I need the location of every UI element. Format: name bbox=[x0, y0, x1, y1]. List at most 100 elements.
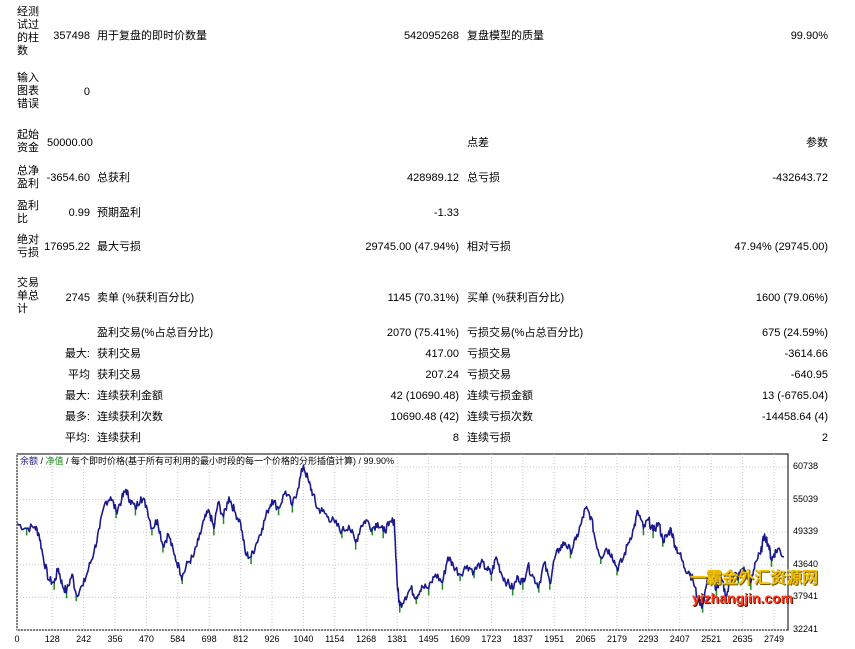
x-tick-label: 356 bbox=[107, 634, 123, 644]
stat-label-abs-drawdown: 绝对 亏损 bbox=[17, 234, 39, 259]
x-tick-label: 1609 bbox=[450, 634, 471, 644]
x-tick-label: 1040 bbox=[293, 634, 314, 644]
stat-value-avg-cons-wins: 8 bbox=[452, 432, 459, 444]
stat-value-avg-loss: -640.95 bbox=[790, 369, 828, 381]
stat-label-loss-trades: 亏损交易(%占总百分比) bbox=[467, 327, 584, 339]
stat-label-rel-drawdown: 相对亏损 bbox=[467, 241, 511, 253]
stat-label-params: 参数 bbox=[806, 137, 828, 149]
chart-title-sep: / bbox=[38, 456, 46, 466]
y-tick-label: 32241 bbox=[793, 624, 819, 634]
stat-label-deposit: 起始 资金 bbox=[17, 129, 39, 154]
x-tick-label: 2749 bbox=[763, 634, 784, 644]
balance-line bbox=[16, 464, 785, 609]
stat-value-max-cons-wins: 42 (10690.48) bbox=[390, 390, 460, 402]
stat-label-long: 买单 (%获利百分比) bbox=[467, 292, 565, 304]
y-tick-label: 55039 bbox=[793, 493, 819, 504]
stat-label-avg-cons-wins: 连续获利 bbox=[97, 432, 141, 444]
stat-label-max-cons-losses: 连续亏损金额 bbox=[467, 390, 533, 402]
stat-value-abs-drawdown: 17695.22 bbox=[44, 241, 90, 253]
stat-value-errors: 0 bbox=[83, 86, 90, 98]
y-tick-label: 43640 bbox=[793, 558, 819, 569]
stat-prefix-max: 最大: bbox=[64, 390, 90, 402]
stat-value-profit-factor: 0.99 bbox=[68, 207, 90, 219]
stat-label-maximal-cons-loss: 连续亏损次数 bbox=[467, 411, 533, 423]
watermark-logo: 一霸金外汇资源网 yizhangjin.com bbox=[686, 562, 846, 612]
x-tick-label: 128 bbox=[44, 634, 60, 644]
stat-value-avg-cons-losses: 2 bbox=[821, 432, 828, 444]
x-tick-label: 1837 bbox=[512, 634, 533, 644]
stat-label-gross-profit: 总获利 bbox=[97, 172, 130, 184]
x-tick-label: 242 bbox=[76, 634, 92, 644]
x-tick-label: 1951 bbox=[544, 634, 565, 644]
stat-value-net: -3654.60 bbox=[46, 172, 90, 184]
stat-value-quality: 99.90% bbox=[790, 30, 828, 42]
x-tick-label: 2179 bbox=[606, 634, 628, 644]
chart-title-balance: 余额 bbox=[20, 456, 39, 466]
stat-value-long: 1600 (79.06%) bbox=[755, 292, 828, 304]
stat-label-maximal-cons-profit: 连续获利次数 bbox=[97, 411, 163, 423]
stat-prefix-avg-cons: 平均: bbox=[64, 432, 90, 444]
stat-label-avg-loss: 亏损交易 bbox=[467, 369, 511, 381]
stat-value-rel-drawdown: 47.94% (29745.00) bbox=[734, 241, 828, 253]
x-tick-label: 1381 bbox=[387, 634, 408, 644]
x-tick-label: 1495 bbox=[418, 634, 439, 644]
stat-label-quality: 复盘模型的质量 bbox=[467, 30, 544, 42]
stat-label-spread: 点差 bbox=[467, 137, 489, 149]
stat-value-max-drawdown: 29745.00 (47.94%) bbox=[365, 241, 459, 253]
stat-value-maximal-cons-profit: 10690.48 (42) bbox=[390, 411, 460, 423]
stat-value-bars: 357498 bbox=[53, 30, 90, 42]
stat-value-deposit: 50000.00 bbox=[47, 137, 93, 149]
stat-value-maximal-cons-loss: -14458.64 (4) bbox=[761, 411, 828, 423]
stat-value-trades: 2745 bbox=[65, 292, 90, 304]
x-tick-label: 2065 bbox=[575, 634, 596, 644]
chart-title-equity: 净值 bbox=[45, 456, 64, 466]
x-tick-label: 926 bbox=[264, 634, 280, 644]
stat-value-largest-profit: 417.00 bbox=[425, 348, 459, 360]
stat-label-short: 卖单 (%获利百分比) bbox=[97, 292, 195, 304]
x-tick-label: 1268 bbox=[356, 634, 377, 644]
stat-value-avg-profit: 207.24 bbox=[425, 369, 459, 381]
balance-chart bbox=[16, 453, 789, 631]
stat-label-profit-factor: 盈利 比 bbox=[17, 200, 39, 225]
stat-value-profit-trades: 2070 (75.41%) bbox=[386, 327, 459, 339]
x-tick-label: 2521 bbox=[701, 634, 722, 644]
x-tick-label: 470 bbox=[138, 634, 154, 644]
stat-label-avg-cons-losses: 连续亏损 bbox=[467, 432, 511, 444]
stat-label-largest-loss: 亏损交易 bbox=[467, 348, 511, 360]
stat-prefix-maximal: 最多: bbox=[64, 411, 90, 423]
chart-title: 余额 / 净值 / 每个即时价格(基于所有可利用的最小时段的每一个价格的分形插值… bbox=[20, 456, 394, 467]
y-tick-label: 37941 bbox=[793, 591, 819, 602]
stat-prefix-largest: 最大: bbox=[64, 348, 90, 360]
x-tick-label: 584 bbox=[170, 634, 186, 644]
stat-value-gross-loss: -432643.72 bbox=[772, 172, 828, 184]
stat-label-errors: 输入 图表 错误 bbox=[17, 72, 39, 110]
stat-prefix-average: 平均 bbox=[68, 369, 90, 381]
stat-value-loss-trades: 675 (24.59%) bbox=[761, 327, 828, 339]
stat-label-max-cons-wins: 连续获利金额 bbox=[97, 390, 163, 402]
stat-label-net: 总净 盈利 bbox=[17, 165, 39, 190]
x-tick-label: 1154 bbox=[325, 634, 345, 644]
stat-label-avg-profit: 获利交易 bbox=[97, 369, 141, 381]
stat-value-expected: -1.33 bbox=[433, 207, 459, 219]
x-tick-label: 698 bbox=[201, 634, 217, 644]
stat-value-ticks: 542095268 bbox=[403, 30, 459, 42]
stat-value-gross-profit: 428989.12 bbox=[407, 172, 459, 184]
stat-label-max-drawdown: 最大亏损 bbox=[97, 241, 141, 253]
stat-value-short: 1145 (70.31%) bbox=[387, 292, 459, 304]
stat-label-ticks: 用于复盘的即时价数量 bbox=[97, 30, 207, 42]
x-tick-label: 2293 bbox=[638, 634, 659, 644]
stat-label-gross-loss: 总亏损 bbox=[467, 172, 500, 184]
stat-label-profit-trades: 盈利交易(%占总百分比) bbox=[97, 327, 214, 339]
x-tick-label: 2407 bbox=[669, 634, 690, 644]
stat-value-largest-loss: -3614.66 bbox=[784, 348, 828, 360]
stat-label-expected: 预期盈利 bbox=[97, 207, 141, 219]
x-tick-label: 0 bbox=[14, 634, 20, 644]
stat-value-max-cons-losses: 13 (-6765.04) bbox=[761, 390, 828, 402]
x-tick-label: 1723 bbox=[481, 634, 502, 644]
watermark-text-cn: 一霸金外汇资源网 bbox=[690, 570, 819, 587]
x-tick-label: 812 bbox=[233, 634, 249, 644]
stat-label-bars: 经测 试过 的柱 数 bbox=[17, 6, 39, 57]
stat-label-trades: 交易 单总 计 bbox=[17, 277, 39, 315]
stat-label-largest-profit: 获利交易 bbox=[97, 348, 141, 360]
x-tick-label: 2635 bbox=[732, 634, 753, 644]
